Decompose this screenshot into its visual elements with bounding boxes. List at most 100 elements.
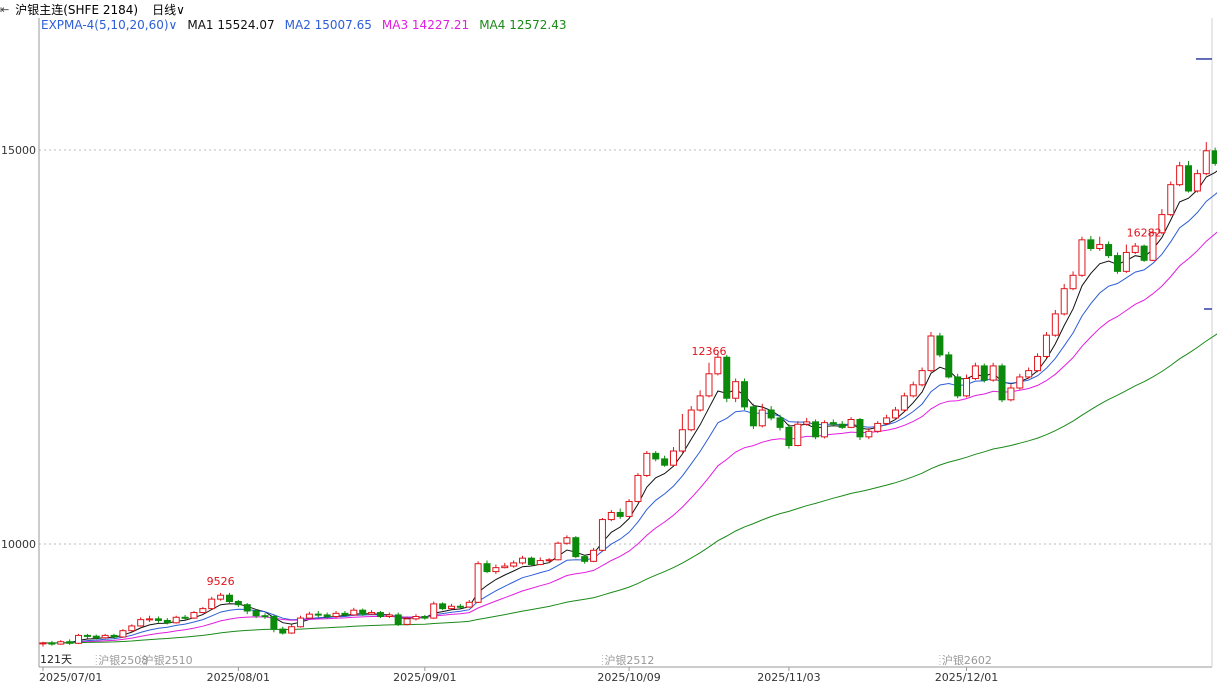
candle-body	[305, 613, 313, 619]
x-tick-label: 2025/09/01	[393, 671, 456, 684]
peak-label: 9526	[207, 575, 235, 588]
candle-body	[394, 614, 402, 625]
candle-body	[137, 619, 145, 627]
candle-body	[146, 618, 154, 621]
candle-body	[1122, 251, 1130, 272]
candle-body	[252, 610, 260, 617]
candle-body	[1113, 255, 1121, 272]
candle-body	[1007, 387, 1015, 401]
candle-body	[883, 417, 891, 424]
x-tick-label: 2025/08/01	[207, 671, 270, 684]
contract-label: 沪银2602	[942, 653, 992, 667]
candle-body	[1167, 184, 1175, 216]
candle-body	[350, 609, 358, 616]
candle-body	[669, 450, 677, 466]
candle-body	[652, 452, 660, 460]
candle-body	[181, 616, 189, 619]
candle-body	[696, 395, 704, 411]
candle-body	[812, 421, 820, 438]
legend-ma3: MA3 14227.21	[381, 18, 470, 32]
candle-body	[403, 618, 411, 625]
candle-body	[732, 381, 740, 399]
candle-body	[1105, 244, 1113, 257]
candle-body	[510, 562, 518, 567]
candle-body	[741, 381, 749, 408]
ma2-line	[42, 192, 1217, 644]
x-tick-label: 2025/07/01	[39, 671, 102, 684]
candle-body	[829, 422, 837, 425]
candle-body	[48, 642, 56, 645]
indicator-selector[interactable]: EXPMA-4(5,10,20,60)∨	[41, 18, 178, 32]
candle-body	[279, 628, 287, 634]
candle-body	[1016, 376, 1024, 389]
candle-body	[456, 605, 464, 608]
candle-body	[891, 409, 899, 419]
candle-body	[607, 511, 615, 521]
candle-body	[545, 559, 553, 562]
candle-body	[714, 356, 722, 375]
ma1-line	[42, 170, 1217, 644]
candle-body	[643, 452, 651, 476]
candle-body	[581, 556, 589, 562]
candle-body	[83, 634, 91, 637]
candle-body	[172, 616, 180, 624]
candle-body	[1158, 214, 1166, 234]
chart-frame	[38, 18, 1213, 671]
x-tick-label: 2025/11/03	[757, 671, 820, 684]
candle-body	[1193, 173, 1201, 192]
candle-body	[758, 409, 766, 427]
candle-body	[554, 542, 562, 561]
candle-body	[661, 458, 669, 466]
symbol-title: 沪银主连(SHFE 2184)	[15, 2, 139, 17]
candle-body	[243, 604, 251, 612]
legend-ma4: MA4 12572.43	[479, 18, 567, 32]
legend-ma2: MA2 15007.65	[284, 18, 372, 32]
candle-body	[297, 617, 305, 628]
candle-body	[359, 609, 367, 615]
candle-body	[270, 615, 278, 630]
period-selector[interactable]: 日线∨	[152, 2, 185, 17]
candle-body	[998, 365, 1006, 401]
candle-body	[385, 614, 393, 617]
candle-body	[154, 618, 162, 621]
candle-body	[625, 500, 633, 517]
candle-body	[57, 641, 65, 645]
candle-body	[376, 612, 384, 617]
candle-body	[705, 373, 713, 397]
candle-body	[492, 567, 500, 573]
candle-body	[1185, 165, 1193, 192]
candle-body	[501, 565, 509, 569]
candle-body	[847, 418, 855, 428]
candle-body	[563, 537, 571, 544]
candle-body	[190, 612, 198, 619]
candle-body	[1211, 150, 1217, 164]
moving-average-lines	[42, 170, 1217, 644]
contract-label: 沪银2510	[143, 653, 193, 667]
candle-body	[527, 557, 535, 565]
candle-body	[119, 630, 127, 638]
candle-body	[936, 335, 944, 356]
collapse-arrow-icon[interactable]: ⇤	[0, 2, 10, 16]
ma3-line	[42, 231, 1217, 644]
candle-body	[838, 423, 846, 428]
x-tick-label: 2025/10/09	[597, 671, 660, 684]
candle-body	[767, 409, 775, 419]
candle-body	[918, 370, 926, 386]
candle-body	[1034, 355, 1042, 372]
candle-body	[208, 598, 216, 610]
candle-body	[314, 613, 322, 616]
candle-body	[199, 608, 207, 614]
candle-body	[483, 563, 491, 573]
candle-body	[217, 594, 225, 600]
candle-body	[687, 409, 695, 431]
candle-body	[332, 612, 340, 617]
candle-body	[776, 417, 784, 428]
candle-body	[1025, 370, 1033, 378]
candle-body	[536, 560, 544, 565]
candle-body	[110, 634, 118, 638]
candle-body	[1051, 313, 1059, 336]
candle-body	[794, 423, 802, 446]
candle-body	[785, 426, 793, 447]
candle-body	[519, 557, 527, 564]
